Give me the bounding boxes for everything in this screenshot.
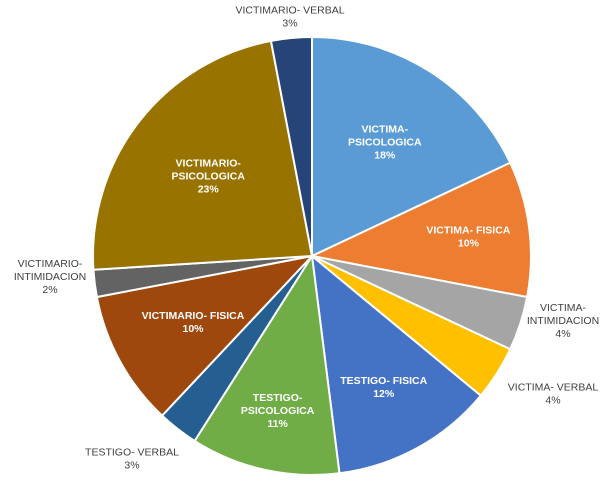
- slices-layer: [92, 35, 532, 476]
- slice-label-line: VICTIMARIO- FISICA: [142, 310, 245, 322]
- pie-slice-victimario-psicologica: [92, 39, 314, 271]
- slice-label-line: 12%: [373, 388, 395, 400]
- slice-label-line: PSICOLOGICA: [171, 171, 245, 183]
- slice-label-line: 18%: [374, 149, 396, 161]
- slice-label-line: TESTIGO-: [253, 392, 303, 404]
- slice-label-line: PSICOLOGICA: [348, 136, 422, 148]
- slice-label-line: 10%: [458, 238, 480, 250]
- slice-label-line: INTIMIDACION: [14, 271, 86, 283]
- slice-label-line: VICTIMA- VERBAL: [508, 382, 599, 394]
- slice-label-line: 3%: [282, 18, 297, 30]
- slice-label-line: PSICOLOGICA: [241, 405, 315, 417]
- slice-label-line: 2%: [42, 284, 57, 296]
- slice-label-victimario-psicologica: VICTIMARIO-PSICOLOGICA 23%: [171, 158, 245, 196]
- slice-label-victima-fisica: VICTIMA- FISICA 10%: [426, 225, 510, 250]
- slice-label-line: VICTIMA-: [361, 123, 408, 135]
- slice-label-line: VICTIMARIO-: [176, 158, 242, 170]
- slice-label-victima-psicologica: VICTIMA-PSICOLOGICA 18%: [348, 123, 422, 161]
- slice-label-testigo-psicologica: TESTIGO-PSICOLOGICA 11%: [241, 392, 315, 430]
- pie-slice-testigo-fisica: [310, 253, 483, 475]
- pie-slice-victimario-verbal: [269, 35, 313, 257]
- slice-label-line: VICTIMA-: [540, 302, 587, 314]
- slice-label-line: VICTIMA- FISICA: [426, 225, 510, 237]
- pie-slice-victima-psicologica: [311, 35, 512, 258]
- pie-slice-victimario-fisica: [95, 254, 315, 418]
- slice-label-line: TESTIGO- VERBAL: [85, 447, 179, 459]
- slice-label-line: TESTIGO- FISICA: [340, 375, 427, 387]
- slice-label-line: VICTIMARIO- VERBAL: [235, 5, 344, 17]
- pie-slice-victima-fisica: [308, 161, 532, 299]
- labels-layer: VICTIMA-PSICOLOGICA 18%VICTIMA- FISICA 10%…: [14, 5, 599, 472]
- slice-label-line: 23%: [198, 184, 220, 196]
- slice-label-testigo-fisica: TESTIGO- FISICA 12%: [340, 375, 427, 400]
- slice-label-line: 4%: [545, 395, 560, 407]
- slice-label-line: 3%: [124, 460, 139, 472]
- slice-label-victimario-verbal: VICTIMARIO- VERBAL 3%: [235, 5, 344, 30]
- pie-slice-testigo-psicologica: [193, 253, 341, 476]
- slice-label-victima-intimidacion: VICTIMA-INTIMIDACION 4%: [527, 302, 599, 340]
- slice-label-victima-verbal: VICTIMA- VERBAL 4%: [508, 382, 599, 407]
- slice-label-line: 4%: [555, 328, 570, 340]
- slice-label-victimario-fisica: VICTIMARIO- FISICA 10%: [142, 310, 245, 335]
- slice-label-victimario-intimidacion: VICTIMARIO-INTIMIDACION 2%: [14, 258, 86, 296]
- slice-label-line: INTIMIDACION: [527, 315, 599, 327]
- slice-label-line: VICTIMARIO-: [18, 258, 83, 270]
- slice-label-line: 11%: [267, 418, 288, 430]
- slice-label-testigo-verbal: TESTIGO- VERBAL 3%: [85, 447, 179, 472]
- slice-label-line: 10%: [182, 323, 204, 335]
